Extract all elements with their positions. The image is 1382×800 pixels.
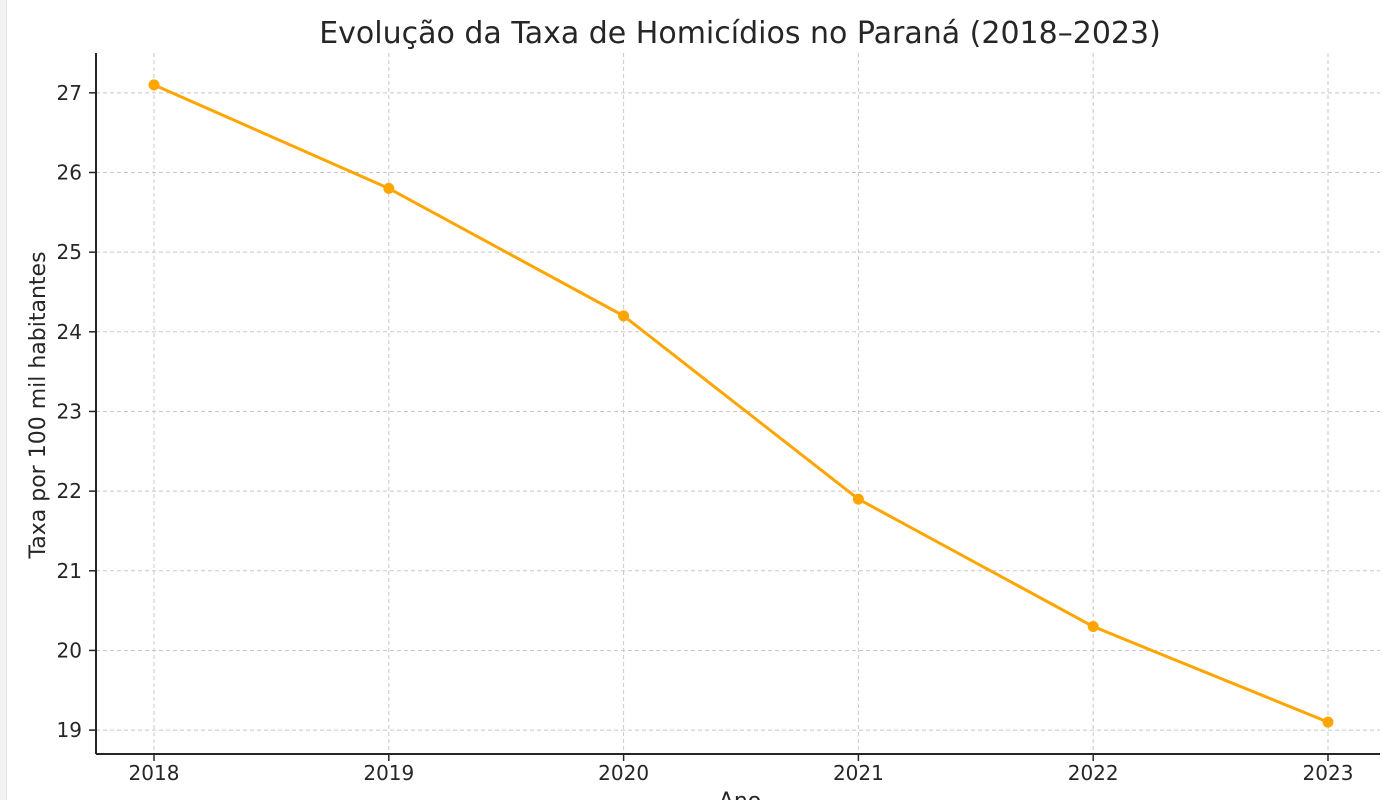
x-tick-label: 2018 (129, 761, 180, 785)
y-tick-label: 26 (57, 160, 82, 184)
y-axis-label: Taxa por 100 mil habitantes (26, 251, 51, 559)
grid-lines (96, 53, 1380, 754)
y-tick-label: 24 (57, 320, 82, 344)
x-tick-label: 2023 (1303, 761, 1354, 785)
x-tick-label: 2019 (363, 761, 414, 785)
x-axis-ticks: 2018 2019 2020 2021 2022 2023 (129, 754, 1354, 785)
data-point (148, 79, 160, 91)
data-point (852, 493, 864, 505)
y-tick-label: 23 (57, 399, 82, 423)
y-axis-ticks: 19 20 21 22 23 24 25 26 27 (57, 81, 96, 742)
y-tick-label: 20 (57, 638, 82, 662)
x-axis-label: Ano (719, 789, 761, 800)
x-tick-label: 2020 (598, 761, 649, 785)
data-point (1322, 716, 1334, 728)
series-group (148, 79, 1334, 728)
y-tick-label: 19 (57, 718, 82, 742)
series-line (153, 83, 1329, 724)
data-point (618, 310, 630, 322)
chart-title: Evolução da Taxa de Homicídios no Paraná… (319, 16, 1161, 51)
axes (95, 53, 1380, 755)
data-point (383, 182, 395, 194)
y-tick-label: 21 (57, 559, 82, 583)
x-tick-label: 2021 (833, 761, 884, 785)
y-tick-label: 27 (57, 81, 82, 105)
y-tick-label: 22 (57, 479, 82, 503)
x-tick-label: 2022 (1068, 761, 1119, 785)
window-edge (0, 0, 7, 800)
data-point (1087, 621, 1099, 633)
y-tick-label: 25 (57, 240, 82, 264)
